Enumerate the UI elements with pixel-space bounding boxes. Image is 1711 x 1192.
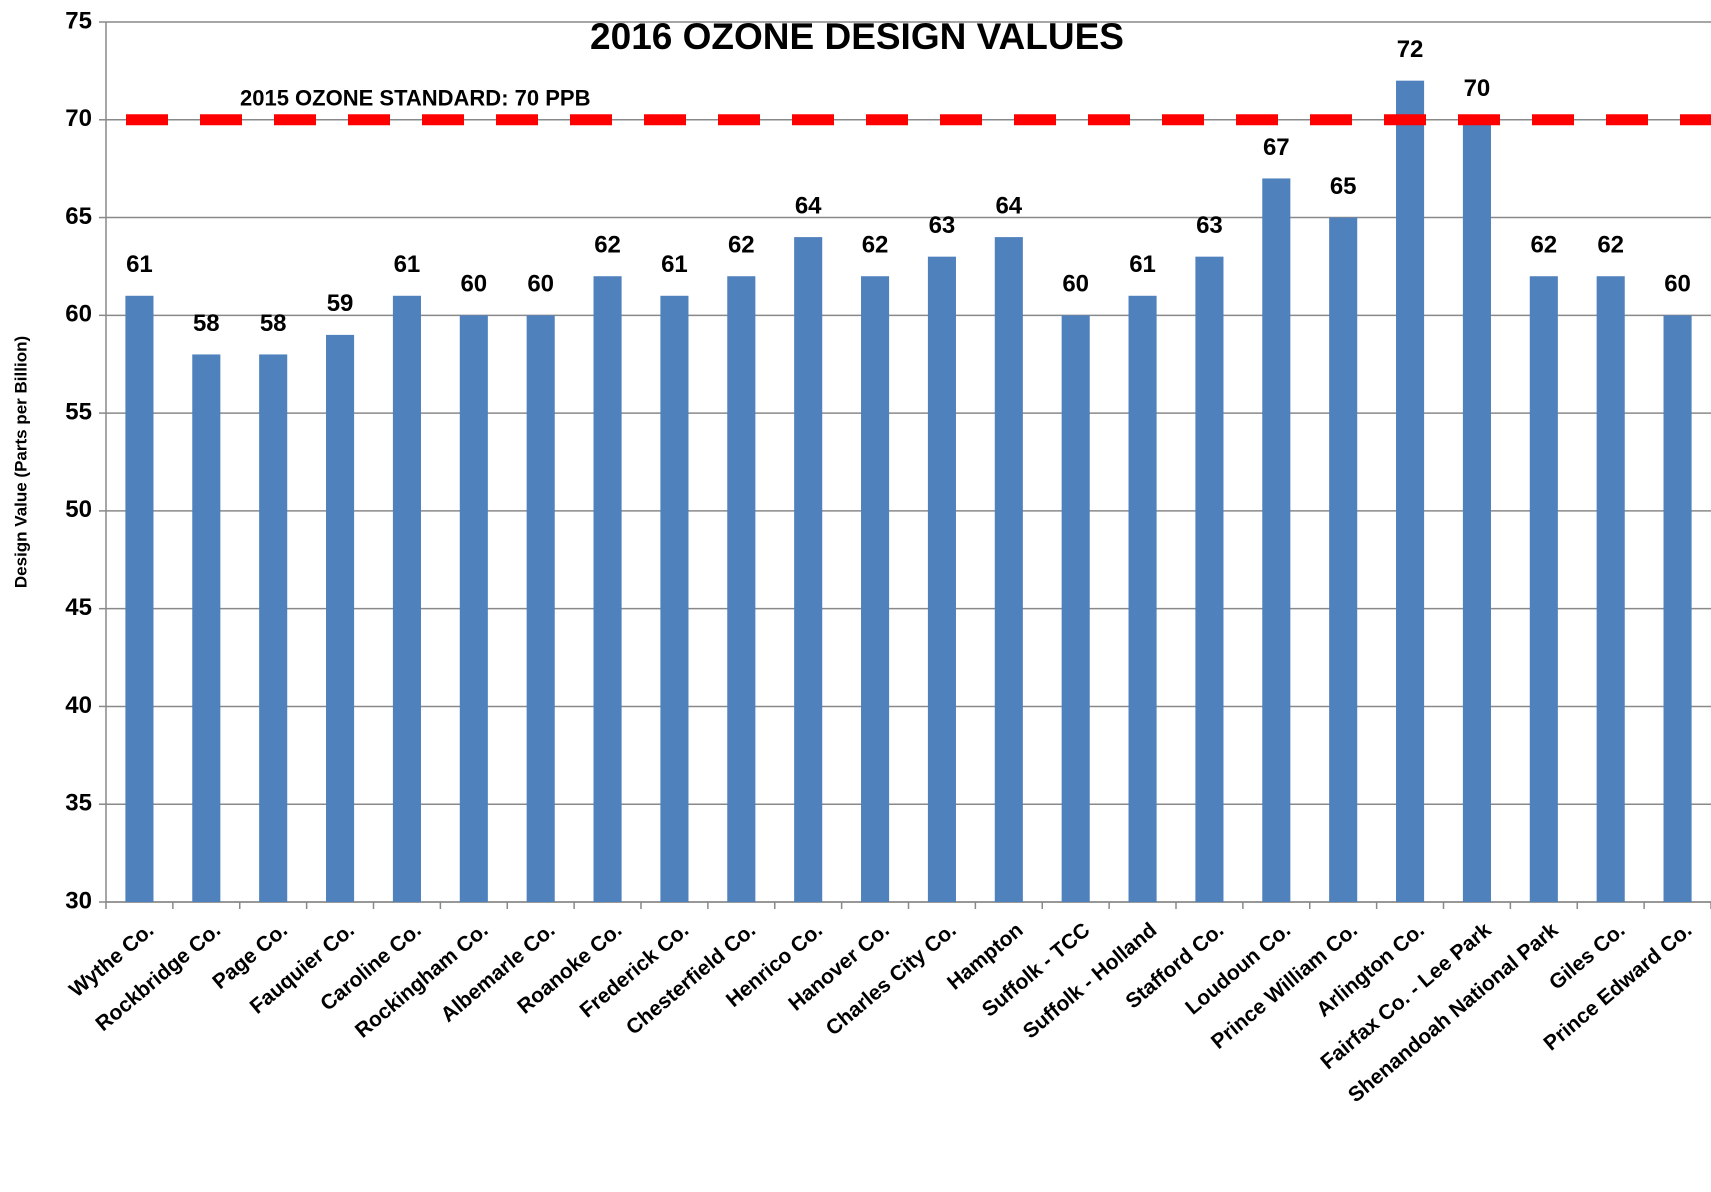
bar (459, 315, 488, 902)
bar (1262, 178, 1291, 902)
y-tick-label: 65 (65, 203, 92, 230)
data-label: 61 (661, 251, 688, 278)
data-label: 62 (1597, 232, 1624, 259)
bar (1195, 256, 1224, 903)
bar (1128, 295, 1157, 902)
y-tick-label: 50 (65, 496, 92, 523)
data-label: 59 (327, 290, 354, 317)
x-tick-label: Rockbridge Co. (91, 918, 225, 1035)
y-axis-label: Design Value (Parts per Billion) (11, 336, 30, 588)
bar (1396, 80, 1425, 902)
bar (1329, 217, 1358, 903)
data-label: 62 (728, 232, 755, 259)
data-label: 64 (795, 192, 822, 219)
data-label: 63 (929, 212, 956, 239)
data-label: 58 (193, 310, 220, 337)
data-label: 62 (1530, 232, 1557, 259)
reference-label: 2015 OZONE STANDARD: 70 PPB (240, 86, 590, 111)
data-label: 60 (1664, 271, 1691, 298)
bar (192, 354, 221, 902)
bar (927, 256, 956, 903)
data-label: 62 (594, 232, 621, 259)
y-tick-label: 30 (65, 887, 92, 914)
data-label: 70 (1464, 75, 1491, 102)
data-label: 61 (394, 251, 421, 278)
data-label: 61 (126, 251, 153, 278)
data-label: 64 (995, 192, 1022, 219)
data-label: 61 (1129, 251, 1156, 278)
y-tick-label: 40 (65, 692, 92, 719)
bar (1462, 119, 1491, 903)
y-tick-label: 75 (65, 7, 92, 34)
data-label: 65 (1330, 173, 1357, 200)
bar (1529, 276, 1558, 902)
bar (259, 354, 288, 902)
y-tick-label: 70 (65, 105, 92, 132)
bar (593, 276, 622, 902)
y-tick-label: 55 (65, 398, 92, 425)
bar (1663, 315, 1692, 902)
bar (727, 276, 756, 902)
bar (526, 315, 555, 902)
bar (125, 295, 154, 902)
bar (861, 276, 890, 902)
y-tick-label: 35 (65, 790, 92, 817)
bar (794, 237, 823, 903)
x-tick-label: Albemarle Co. (437, 918, 560, 1026)
bar (660, 295, 689, 902)
y-tick-label: 60 (65, 301, 92, 328)
data-label: 60 (527, 271, 554, 298)
data-label: 60 (460, 271, 487, 298)
bar (326, 334, 355, 902)
data-label: 58 (260, 310, 287, 337)
bar (392, 295, 421, 902)
data-label: 60 (1062, 271, 1089, 298)
y-tick-label: 45 (65, 594, 92, 621)
bar (994, 237, 1023, 903)
data-label: 62 (862, 232, 889, 259)
bar (1596, 276, 1625, 902)
data-label: 63 (1196, 212, 1223, 239)
bar (1061, 315, 1090, 902)
data-label: 67 (1263, 134, 1290, 161)
data-label: 72 (1397, 36, 1424, 63)
